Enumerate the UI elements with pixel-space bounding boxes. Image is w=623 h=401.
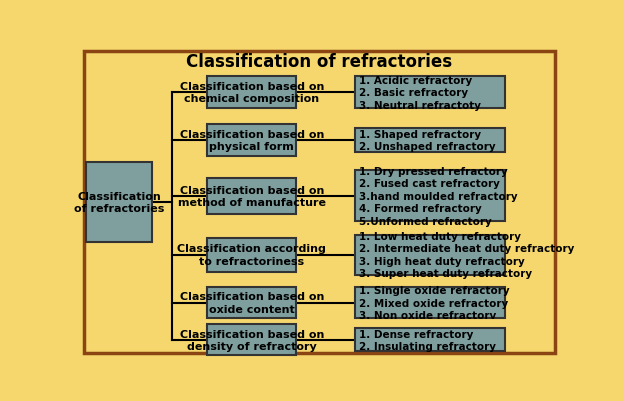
Text: 1. Shaped refractory
2. Unshaped refractory: 1. Shaped refractory 2. Unshaped refract… <box>359 130 496 152</box>
FancyBboxPatch shape <box>83 52 555 353</box>
FancyBboxPatch shape <box>207 77 297 109</box>
FancyBboxPatch shape <box>356 328 505 352</box>
FancyBboxPatch shape <box>356 288 505 318</box>
FancyBboxPatch shape <box>207 238 297 272</box>
FancyBboxPatch shape <box>356 235 505 275</box>
FancyBboxPatch shape <box>207 288 297 318</box>
Text: Classification based on
physical form: Classification based on physical form <box>179 130 324 152</box>
Text: Classification based on
method of manufacture: Classification based on method of manufa… <box>178 185 326 207</box>
FancyBboxPatch shape <box>87 162 151 243</box>
Text: Classification based on
chemical composition: Classification based on chemical composi… <box>179 82 324 104</box>
Text: Classification based on
oxide content: Classification based on oxide content <box>179 292 324 314</box>
FancyBboxPatch shape <box>356 171 505 222</box>
Text: Classification based on
density of refractory: Classification based on density of refra… <box>179 329 324 351</box>
FancyBboxPatch shape <box>207 178 297 214</box>
FancyBboxPatch shape <box>207 324 297 355</box>
Text: Classification according
to refractoriness: Classification according to refractorine… <box>178 244 326 266</box>
Text: 1. Dry pressed refractory
2. Fused cast refractory
3.hand moulded refractory
4. : 1. Dry pressed refractory 2. Fused cast … <box>359 166 518 226</box>
Text: Classification
of refractories: Classification of refractories <box>74 191 164 214</box>
Text: Classification of refractories: Classification of refractories <box>186 53 452 71</box>
FancyBboxPatch shape <box>207 125 297 157</box>
FancyBboxPatch shape <box>356 77 505 109</box>
Text: 1. Single oxide refractory
2. Mixed oxide refractory
3. Non oxide refractorv: 1. Single oxide refractory 2. Mixed oxid… <box>359 286 510 320</box>
Text: 1. Dense refractory
2. Insulating refractory: 1. Dense refractory 2. Insulating refrac… <box>359 329 497 351</box>
Text: 1. Acidic refractory
2. Basic refractory
3. Neutral refractoty: 1. Acidic refractory 2. Basic refractory… <box>359 75 482 110</box>
FancyBboxPatch shape <box>356 128 505 153</box>
Text: 1. Low heat duty refractory
2. Intermediate heat duty refractory
3. High heat du: 1. Low heat duty refractory 2. Intermedi… <box>359 231 575 279</box>
